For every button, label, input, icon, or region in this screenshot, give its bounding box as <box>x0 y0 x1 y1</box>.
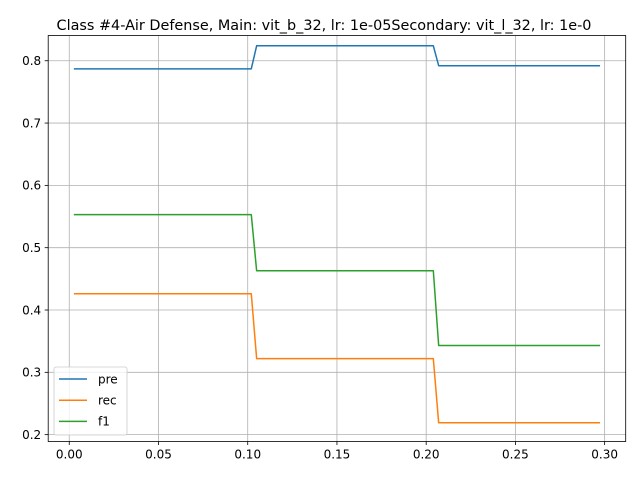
chart-title: Class #4-Air Defense, Main: vit_b_32, lr… <box>57 18 592 34</box>
x-tick-label: 0.15 <box>324 448 351 462</box>
legend-label-pre: pre <box>98 372 118 386</box>
y-tick-label: 0.3 <box>22 366 41 380</box>
x-tick-label: 0.30 <box>591 448 618 462</box>
y-tick-label: 0.8 <box>22 54 41 68</box>
y-tick-label: 0.7 <box>22 116 41 130</box>
x-axis-ticks: 0.00 0.05 0.10 0.15 0.20 0.25 0.30 <box>56 441 618 462</box>
legend: pre rec f1 <box>53 366 128 436</box>
series-line-rec <box>73 293 601 424</box>
y-tick-label: 0.2 <box>22 428 41 442</box>
x-tick-label: 0.05 <box>145 448 172 462</box>
y-tick-label: 0.5 <box>22 241 41 255</box>
legend-box <box>53 366 128 436</box>
x-tick-label: 0.00 <box>56 448 83 462</box>
x-tick-label: 0.10 <box>234 448 261 462</box>
y-tick-label: 0.4 <box>22 303 41 317</box>
grid <box>48 35 626 442</box>
legend-label-rec: rec <box>98 394 117 408</box>
x-tick-label: 0.20 <box>413 448 440 462</box>
y-axis-ticks: 0.2 0.3 0.4 0.5 0.6 0.7 0.8 <box>22 54 49 442</box>
legend-label-f1: f1 <box>98 415 110 429</box>
y-tick-label: 0.6 <box>22 179 41 193</box>
x-tick-label: 0.25 <box>502 448 529 462</box>
series-line-pre <box>73 45 601 70</box>
series-lines <box>73 45 601 424</box>
series-line-f1 <box>73 213 601 347</box>
